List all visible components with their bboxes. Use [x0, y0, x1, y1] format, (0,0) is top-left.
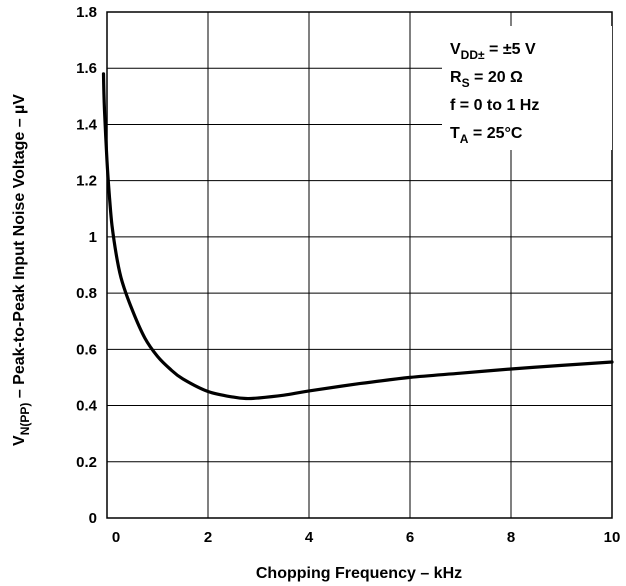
condition-annotation: TA = 25°C	[450, 125, 523, 146]
y-tick-label: 0.8	[76, 285, 97, 302]
noise-voltage-curve	[101, 72, 614, 401]
x-tick-label: 2	[204, 529, 212, 546]
y-tick-label: 1	[89, 229, 97, 246]
y-axis-label-rest: – Peak-to-Peak Input Noise Voltage – µV	[11, 94, 28, 403]
series-group	[101, 72, 614, 401]
annotation-box	[442, 26, 612, 150]
x-tick-label: 10	[604, 529, 621, 546]
grid	[106, 11, 613, 519]
condition-annotation: RS = 20 Ω	[450, 69, 523, 90]
y-tick-label: 0	[89, 510, 97, 527]
y-axis-label-sub: N(PP)	[18, 403, 32, 436]
plot-frame	[106, 11, 613, 519]
y-tick-label: 0.2	[76, 454, 97, 471]
condition-annotation: f = 0 to 1 Hz	[450, 97, 539, 114]
x-axis-label: Chopping Frequency – kHz	[256, 565, 462, 582]
y-tick-label: 0.6	[76, 341, 97, 358]
y-tick-label: 0.4	[76, 398, 98, 415]
y-tick-label: 1.6	[76, 60, 97, 77]
x-tick-label: 4	[305, 529, 314, 546]
y-axis-label: VN(PP) – Peak-to-Peak Input Noise Voltag…	[11, 94, 32, 446]
x-tick-label: 0	[112, 529, 120, 546]
x-tick-label: 6	[406, 529, 414, 546]
y-tick-label: 1.4	[76, 116, 98, 133]
condition-annotation: VDD± = ±5 V	[450, 41, 536, 62]
y-axis-label-prefix: V	[11, 435, 28, 446]
y-tick-label: 1.8	[76, 4, 97, 21]
y-tick-label: 1.2	[76, 173, 97, 190]
x-tick-label: 8	[507, 529, 515, 546]
condition-annotations: VDD± = ±5 V RS = 20 Ω f = 0 to 1 Hz TA = 25…	[442, 26, 612, 150]
x-tick-labels: 0 2 4 6 8 10	[112, 529, 621, 546]
y-tick-labels: 0 0.2 0.4 0.6 0.8 1 1.2 1.4 1.6 1.8	[76, 4, 98, 527]
